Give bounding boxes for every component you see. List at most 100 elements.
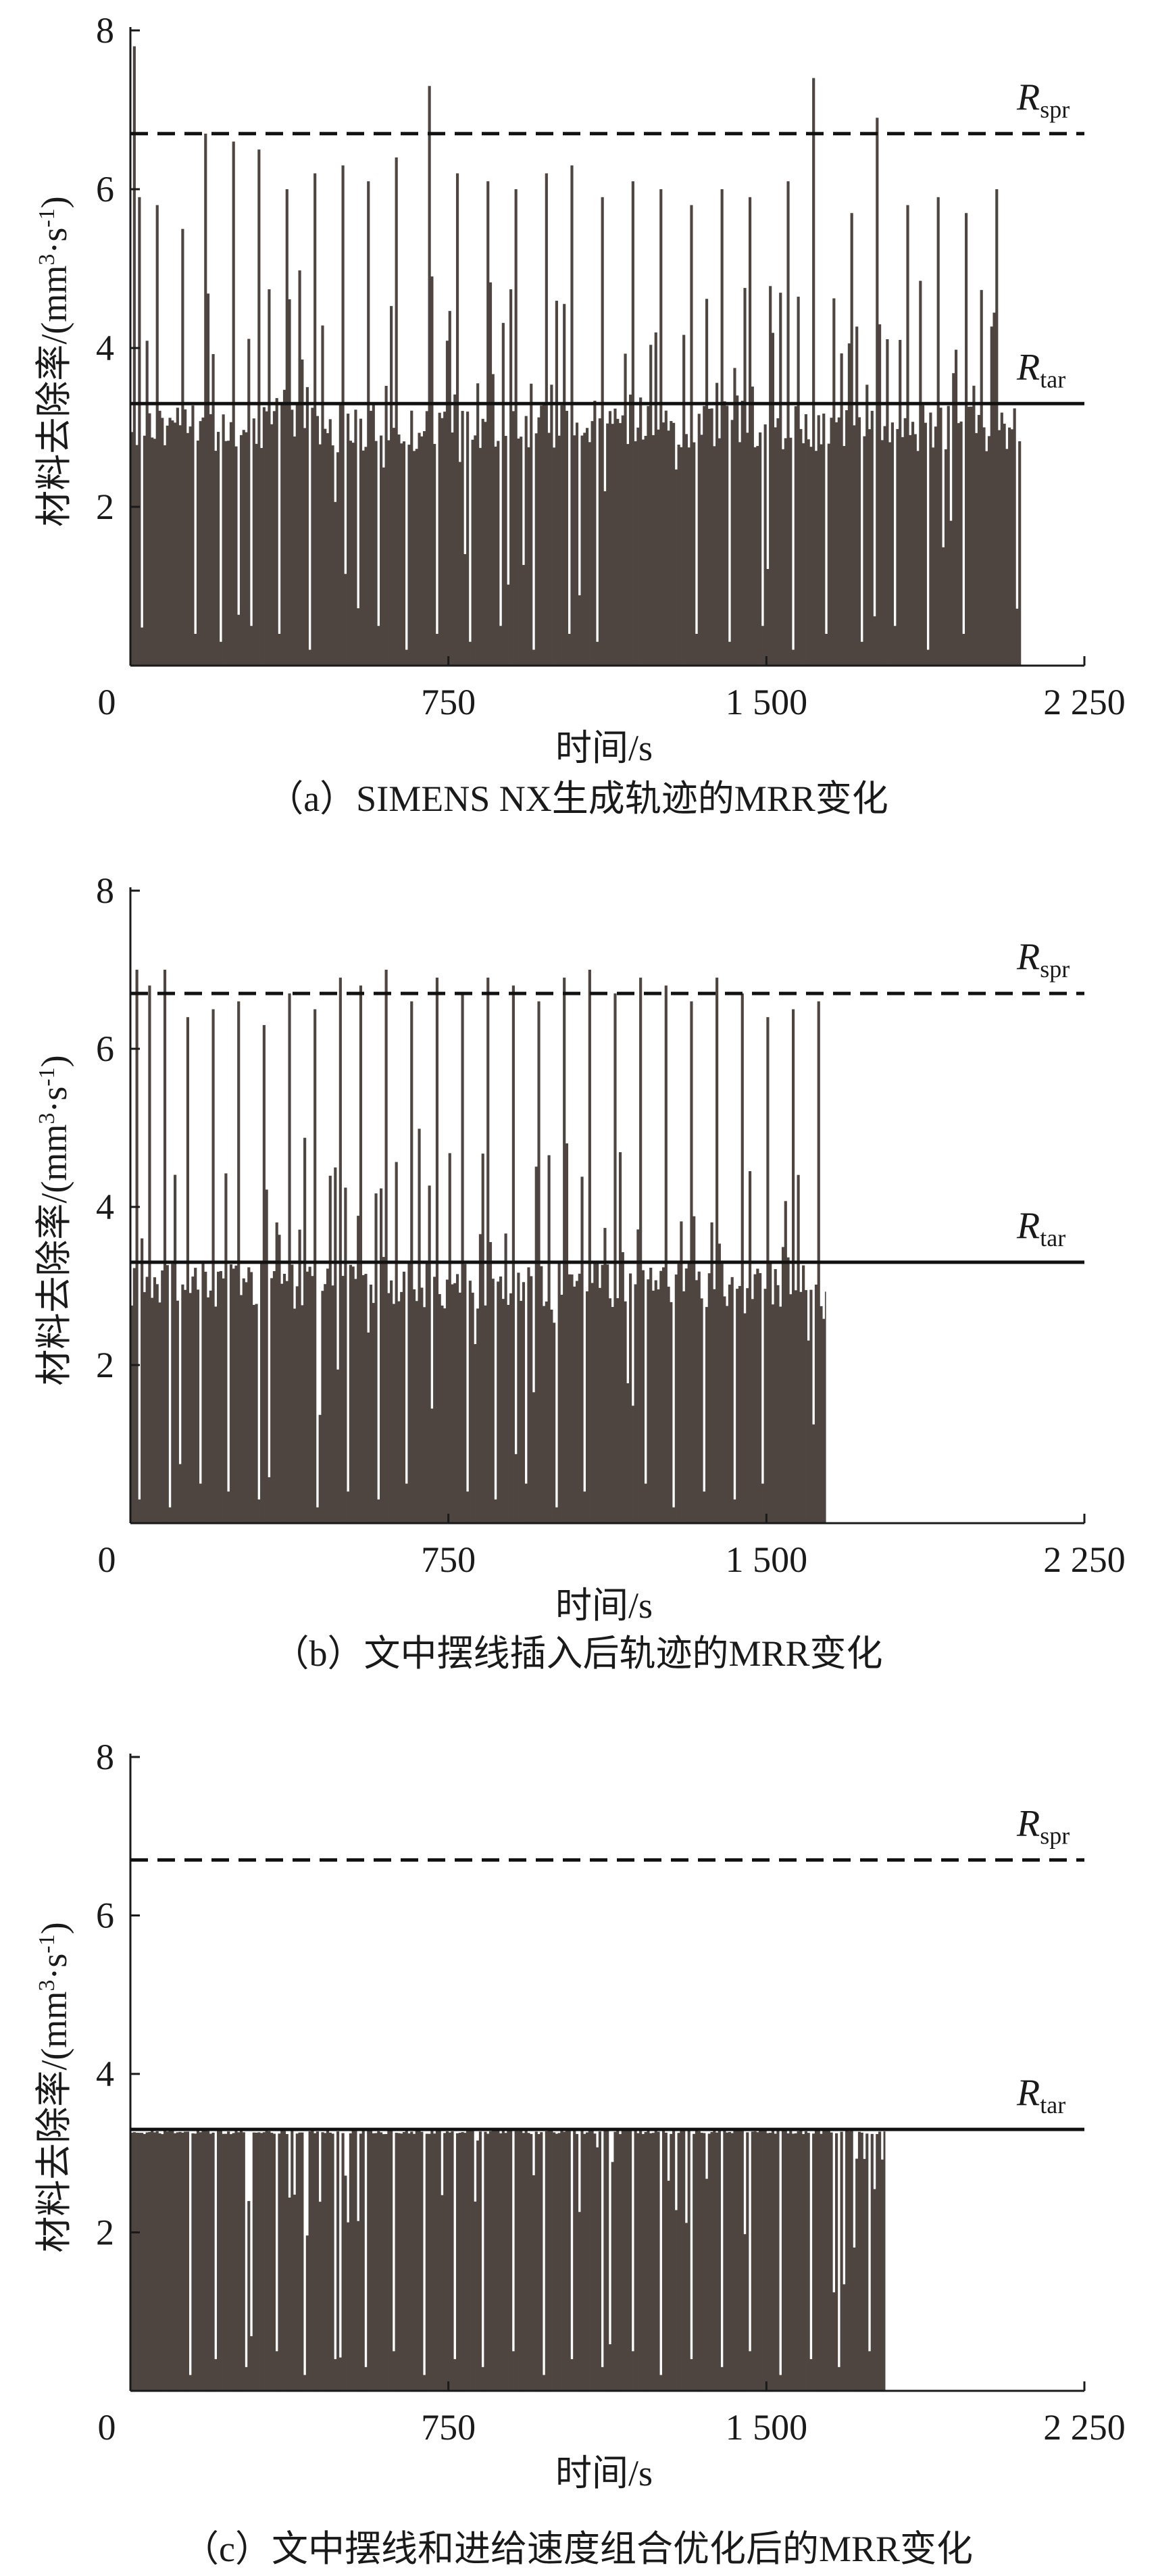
panel-a-bar: [657, 429, 660, 666]
panel-c-bar: [631, 2351, 634, 2392]
panel-a-bar: [812, 78, 815, 666]
panel-c-bar: [265, 2131, 268, 2391]
panel-b-bar: [730, 1277, 734, 1523]
panel-b-bar: [229, 1264, 233, 1523]
panel-b-bar: [166, 1265, 169, 1523]
panel-c-bar: [766, 2133, 770, 2391]
panel-c-bar: [494, 2131, 497, 2391]
panel-c-bar: [705, 2179, 709, 2391]
panel-c-bar: [740, 2130, 744, 2391]
panel-c-bar: [497, 2129, 500, 2391]
panel-c-bar: [217, 2130, 220, 2391]
panel-a-bar: [130, 432, 134, 666]
panel-a-bar: [278, 634, 281, 666]
panel-a-bar: [445, 341, 449, 666]
panel-b-bar: [151, 1297, 154, 1523]
panel-a-bar: [827, 443, 830, 666]
panel-c-bar: [593, 2133, 597, 2391]
panel-b-bar: [624, 1301, 627, 1523]
panel-a-bar: [575, 422, 579, 666]
panel-a-bar: [684, 434, 688, 666]
panel-a-bar: [499, 626, 503, 666]
panel-a-bar: [606, 423, 609, 666]
panel-c-bar: [260, 2133, 263, 2391]
panel-b-bar: [285, 1281, 288, 1523]
panel-b-ref-label-spr: Rspr: [1016, 936, 1070, 983]
panel-c-bar: [763, 2130, 767, 2391]
panel-b-bar: [667, 1287, 670, 1523]
panel-c-bar: [196, 2130, 200, 2391]
panel-c-bar: [718, 2130, 721, 2391]
panel-c-bar: [245, 2367, 248, 2391]
panel-a-bar: [682, 335, 686, 666]
panel-a-bar: [674, 469, 678, 666]
panel-a-bar: [474, 435, 477, 666]
panel-c: 2 4 6 8 0 750 1 500 2 250 Rspr Rtar 时间/s 材料去除率/(mm3…: [34, 1737, 1126, 2569]
panel-c-bar: [588, 2130, 591, 2391]
panel-c-bar: [751, 2131, 754, 2391]
panel-c-bar: [132, 2132, 136, 2391]
panel-c-bar: [542, 2375, 546, 2391]
panel-c-bar: [629, 2130, 632, 2391]
panel-b-bar: [380, 1188, 383, 1523]
panel-c-bar: [257, 2132, 261, 2391]
panel-c-bar: [445, 2131, 449, 2391]
panel-a-bar: [962, 634, 965, 666]
panel-c-bar: [344, 2175, 347, 2391]
panel-c-y-tick-label: 2: [96, 2212, 114, 2253]
panel-c-bar: [316, 2131, 320, 2391]
panel-b-bar: [301, 1305, 304, 1523]
panel-b-bar: [303, 1137, 307, 1523]
panel-a-bar: [687, 447, 690, 666]
panel-c-bar: [298, 2132, 301, 2391]
panel-a-bar: [759, 432, 762, 666]
panel-c-bar: [275, 2351, 278, 2392]
panel-a-bar: [560, 405, 563, 666]
panel-a-bar: [756, 445, 759, 666]
panel-a-bar: [670, 421, 673, 666]
panel-a-bar: [748, 197, 752, 666]
panel-a-bar: [285, 189, 288, 666]
panel-b-bar: [753, 1274, 757, 1523]
panel-b-bar: [145, 1277, 149, 1523]
panel-a-bar: [886, 339, 889, 666]
panel-b-bar: [680, 1221, 683, 1523]
panel-a-bar: [527, 447, 530, 666]
panel-c-bar: [840, 2131, 843, 2391]
panel-b-bar: [471, 1292, 474, 1523]
panel-b-bar: [743, 1313, 747, 1523]
panel-b-bar: [499, 1276, 503, 1523]
panel-a-bar: [924, 422, 927, 666]
panel-a-bar: [392, 428, 395, 666]
panel-b-bar: [402, 1271, 406, 1523]
panel-c-bar: [835, 2133, 838, 2391]
panel-a-bar: [647, 405, 650, 666]
panel-a-bar: [613, 408, 617, 666]
panel-a-bar: [359, 418, 363, 666]
panel-a-bar: [227, 441, 230, 666]
panel-a-bar: [400, 443, 403, 666]
panel-c-bar: [453, 2359, 457, 2391]
panel-b-y-tick-label: 2: [96, 1345, 114, 1385]
panel-a-bar: [336, 452, 340, 666]
panel-a-bar: [239, 435, 243, 666]
panel-a-bar: [189, 426, 192, 666]
panel-c-bar: [736, 2131, 739, 2391]
panel-c-bar: [288, 2198, 291, 2391]
panel-a-bar: [843, 445, 846, 666]
panel-b-bar: [570, 1274, 574, 1523]
panel-c-bar: [199, 2132, 202, 2391]
panel-a-bar: [305, 387, 309, 666]
panel-c-bar: [189, 2375, 192, 2391]
panel-a-bar: [364, 447, 368, 666]
panel-b-y-tick-label: 4: [96, 1187, 114, 1227]
panel-b-bar: [585, 1291, 589, 1523]
panel-a-bar: [1015, 608, 1019, 666]
panel-c-bar: [634, 2129, 637, 2391]
panel-c-bar: [837, 2367, 840, 2391]
panel-a-bar: [776, 418, 780, 666]
panel-c-y-tick-label: 6: [96, 1896, 114, 1936]
panel-a-bar: [621, 415, 624, 666]
panel-b-bar: [224, 1173, 228, 1523]
panel-c-bar: [239, 2130, 243, 2391]
